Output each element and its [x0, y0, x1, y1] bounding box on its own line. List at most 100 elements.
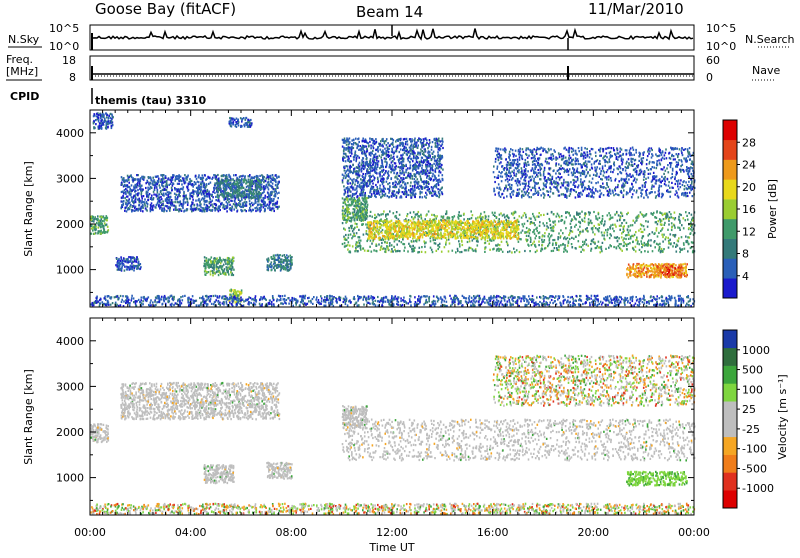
- data-cell: [289, 263, 291, 265]
- data-cell: [555, 224, 557, 226]
- data-cell: [178, 208, 180, 210]
- data-cell: [284, 256, 286, 258]
- data-cell: [196, 187, 198, 189]
- data-cell: [659, 297, 661, 299]
- data-cell: [162, 210, 164, 212]
- data-cell: [593, 238, 595, 240]
- data-cell: [254, 207, 256, 209]
- data-cell: [547, 235, 549, 237]
- data-cell: [540, 297, 542, 299]
- data-cell: [620, 225, 622, 227]
- data-cell: [342, 243, 344, 245]
- data-cell: [411, 240, 413, 242]
- data-cell: [192, 186, 194, 188]
- data-cell: [556, 215, 558, 217]
- data-cell: [542, 244, 544, 246]
- data-cell: [121, 268, 123, 270]
- data-cell: [573, 300, 575, 302]
- data-cell: [638, 230, 640, 232]
- data-cell: [385, 297, 387, 299]
- data-cell: [223, 206, 225, 208]
- data-cell: [260, 296, 262, 298]
- data-cell: [642, 301, 644, 303]
- data-cell: [276, 176, 278, 178]
- data-cell: [212, 191, 214, 193]
- data-cell: [173, 298, 175, 300]
- data-cell: [278, 295, 280, 297]
- data-cell: [265, 180, 267, 182]
- data-cell: [249, 203, 251, 205]
- data-cell: [141, 185, 143, 187]
- data-cell: [674, 297, 676, 299]
- data-cell: [526, 227, 528, 229]
- data-cell: [137, 194, 139, 196]
- data-cell: [622, 231, 624, 233]
- data-cell: [259, 181, 261, 183]
- data-cell: [469, 240, 471, 242]
- data-cell: [148, 184, 150, 186]
- data-cell: [186, 209, 188, 211]
- data-cell: [212, 272, 214, 274]
- data-cell: [488, 303, 490, 305]
- data-cell: [234, 195, 236, 197]
- data-cell: [528, 229, 530, 231]
- data-cell: [371, 216, 373, 218]
- data-cell: [560, 303, 562, 305]
- data-cell: [664, 224, 666, 226]
- data-cell: [604, 232, 606, 234]
- data-cell: [277, 197, 279, 199]
- data-cell: [378, 305, 380, 307]
- data-cell: [482, 300, 484, 302]
- data-cell: [428, 210, 430, 212]
- data-cell: [187, 204, 189, 206]
- data-cell: [237, 290, 239, 292]
- data-cell: [500, 212, 502, 214]
- data-cell: [173, 296, 175, 298]
- data-cell: [269, 299, 271, 301]
- data-cell: [221, 175, 223, 177]
- data-cell: [557, 298, 559, 300]
- data-cell: [312, 303, 314, 305]
- data-cell: [372, 299, 374, 301]
- data-cell: [227, 271, 229, 273]
- data-cell: [535, 235, 537, 237]
- data-cell: [212, 196, 214, 198]
- data-cell: [347, 304, 349, 306]
- data-cell: [176, 198, 178, 200]
- data-cell: [175, 198, 177, 200]
- data-cell: [93, 115, 95, 117]
- data-cell: [654, 298, 656, 300]
- data-cell: [265, 185, 267, 187]
- data-cell: [175, 194, 177, 196]
- data-cell: [233, 269, 235, 271]
- data-cell: [282, 255, 284, 257]
- station-title: Goose Bay (fitACF): [95, 0, 236, 18]
- data-cell: [617, 296, 619, 298]
- data-cell: [320, 295, 322, 297]
- data-cell: [344, 246, 346, 248]
- data-cell: [268, 259, 270, 261]
- data-cell: [321, 300, 323, 302]
- data-cell: [131, 190, 133, 192]
- data-cell: [654, 232, 656, 234]
- data-cell: [604, 298, 606, 300]
- data-cell: [259, 196, 261, 198]
- data-cell: [163, 193, 165, 195]
- data-cell: [161, 298, 163, 300]
- data-cell: [532, 243, 534, 245]
- data-cell: [200, 302, 202, 304]
- data-cell: [128, 182, 130, 184]
- data-cell: [329, 297, 331, 299]
- data-cell: [644, 229, 646, 231]
- data-cell: [459, 251, 461, 253]
- data-cell: [626, 244, 628, 246]
- data-cell: [247, 298, 249, 300]
- data-cell: [246, 186, 248, 188]
- data-cell: [660, 223, 662, 225]
- data-cell: [551, 250, 553, 252]
- data-cell: [177, 189, 179, 191]
- data-cell: [315, 299, 317, 301]
- data-cell: [159, 187, 161, 189]
- data-cell: [123, 257, 125, 259]
- data-cell: [651, 213, 653, 215]
